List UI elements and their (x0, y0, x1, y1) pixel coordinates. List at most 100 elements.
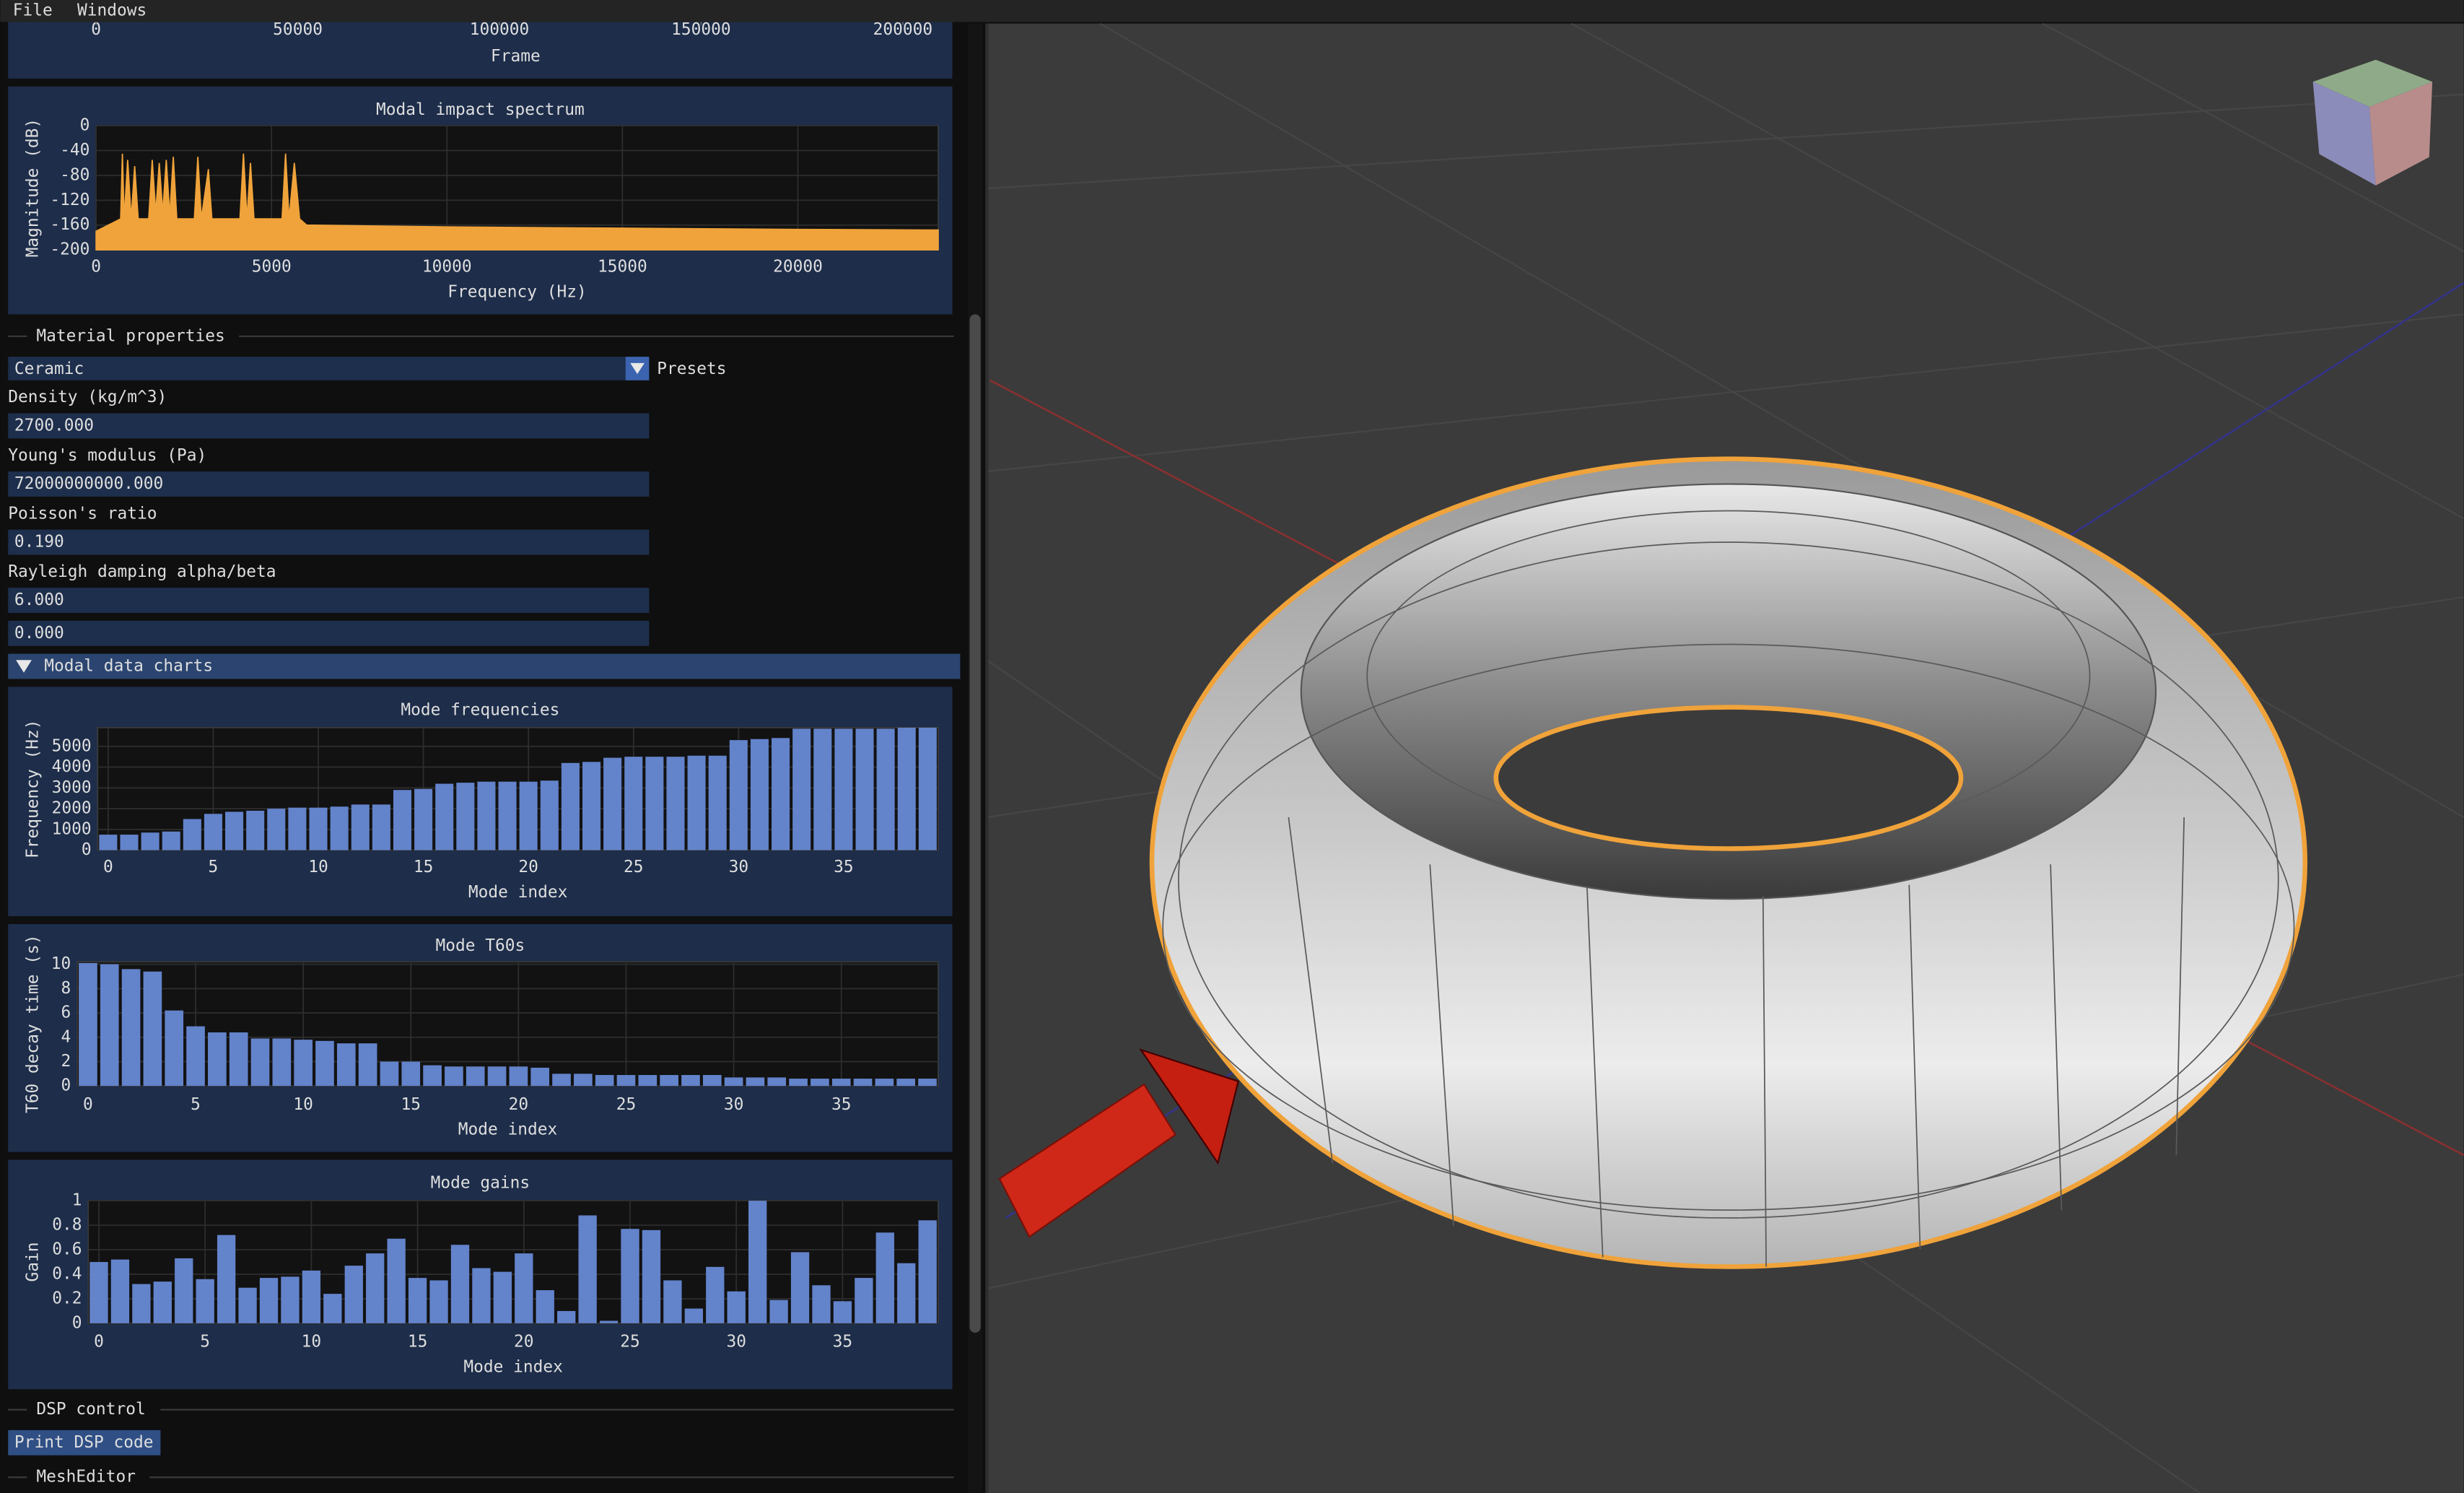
combo-label: Presets (657, 360, 726, 378)
x-axis-label: Mode index (463, 1357, 563, 1376)
bar (621, 1229, 639, 1323)
section-header: Material properties (36, 326, 224, 345)
bar (875, 1079, 894, 1087)
bar (250, 1038, 270, 1087)
y-tick-label: 0.4 (52, 1264, 82, 1283)
y-tick-label: 0.2 (52, 1289, 82, 1307)
combo-arrow (630, 362, 645, 375)
view-gizmo[interactable] (2312, 59, 2433, 186)
field-label: Density (kg/m^3) (8, 388, 167, 406)
input-field[interactable] (8, 620, 650, 646)
field-label: Poisson's ratio (8, 504, 157, 523)
y-tick-label: 0 (72, 1313, 82, 1332)
menu-bar (0, 0, 2464, 22)
input-value[interactable]: 0.190 (14, 533, 64, 552)
bar (351, 804, 370, 850)
impact-arrow-head[interactable] (1139, 1048, 1240, 1165)
input-field[interactable] (8, 588, 650, 613)
input-value[interactable]: 2700.000 (14, 416, 94, 435)
bar (183, 819, 201, 850)
bar (855, 728, 874, 850)
bar (876, 728, 895, 850)
bar (918, 727, 937, 850)
bar (813, 728, 832, 850)
grid-line (2042, 22, 2464, 253)
bar (831, 1079, 851, 1087)
bar (638, 1075, 657, 1087)
preset-combo[interactable] (8, 357, 626, 380)
collapse-arrow (16, 660, 32, 673)
y-tick-label: 0.8 (52, 1216, 82, 1235)
plot-area (87, 1200, 939, 1324)
bar (110, 1259, 130, 1323)
x-tick-label: 15000 (598, 258, 647, 277)
input-field[interactable] (8, 471, 650, 497)
bar (100, 964, 119, 1087)
button-label[interactable]: Print DSP code (14, 1433, 154, 1452)
bar (515, 1253, 533, 1323)
bar (366, 1253, 385, 1323)
chart-title: Modal impact spectrum (376, 100, 585, 119)
bar (918, 1220, 937, 1323)
bar (702, 1075, 722, 1087)
input-value[interactable]: 0.000 (14, 624, 64, 643)
bar (896, 1079, 916, 1087)
mesh-edge (1908, 884, 1921, 1250)
gizmo-left[interactable] (2312, 82, 2376, 186)
gizmo-top[interactable] (2312, 59, 2433, 108)
y-tick-label: 0 (82, 840, 92, 859)
x-tick-label: 20 (514, 1333, 534, 1351)
bar (767, 1077, 787, 1087)
bar (918, 1079, 937, 1087)
bar (493, 1271, 512, 1323)
grid-line (987, 313, 2464, 473)
bar (259, 1278, 279, 1323)
menu-item[interactable]: File (13, 1, 53, 20)
x-axis-label: Frequency (Hz) (447, 282, 587, 301)
bar (429, 1280, 448, 1323)
bar (582, 762, 601, 850)
bar (472, 1268, 491, 1323)
scrollbar-thumb[interactable] (969, 314, 981, 1333)
button[interactable] (8, 1429, 161, 1455)
field-label: Rayleigh damping alpha/beta (8, 562, 276, 581)
x-tick-label: 5000 (252, 258, 292, 277)
bar (595, 1075, 614, 1087)
bar (217, 1235, 236, 1323)
bar (330, 806, 349, 850)
preset-value[interactable]: Ceramic (14, 360, 84, 378)
bar (616, 1075, 636, 1087)
input-value[interactable]: 6.000 (14, 591, 64, 609)
bar (121, 969, 141, 1087)
mesh-edge (1762, 895, 1767, 1267)
collapsing-header[interactable] (8, 653, 961, 679)
gizmo-right[interactable] (2369, 82, 2433, 186)
x-tick-label: 15 (408, 1333, 428, 1351)
bar (204, 814, 222, 850)
mesh-edge (2050, 864, 2063, 1211)
bar (336, 1043, 356, 1087)
x-tick-label: 30 (724, 1095, 744, 1114)
bar (792, 728, 811, 850)
x-axis-label: Frame (491, 47, 541, 66)
menu-item[interactable]: Windows (77, 1, 147, 20)
x-tick-label: 30 (729, 858, 749, 876)
collapsing-header-label[interactable]: Modal data charts (44, 656, 213, 675)
bar (498, 781, 517, 850)
impact-arrow-shaft[interactable] (998, 1083, 1177, 1238)
bar (380, 1061, 399, 1087)
x-axis-label: Mode index (458, 1120, 558, 1139)
bar (833, 1301, 852, 1323)
input-value[interactable]: 72000000000.000 (14, 474, 163, 493)
bar (603, 757, 622, 850)
x-tick-label: 35 (831, 1095, 852, 1114)
bar (642, 1229, 661, 1323)
bar (272, 1038, 292, 1087)
bar (578, 1215, 597, 1323)
input-field[interactable] (8, 529, 650, 555)
bar (519, 781, 538, 850)
y-tick-label: 8 (61, 979, 71, 998)
input-field[interactable] (8, 413, 650, 439)
x-tick-label: 30 (726, 1333, 746, 1351)
